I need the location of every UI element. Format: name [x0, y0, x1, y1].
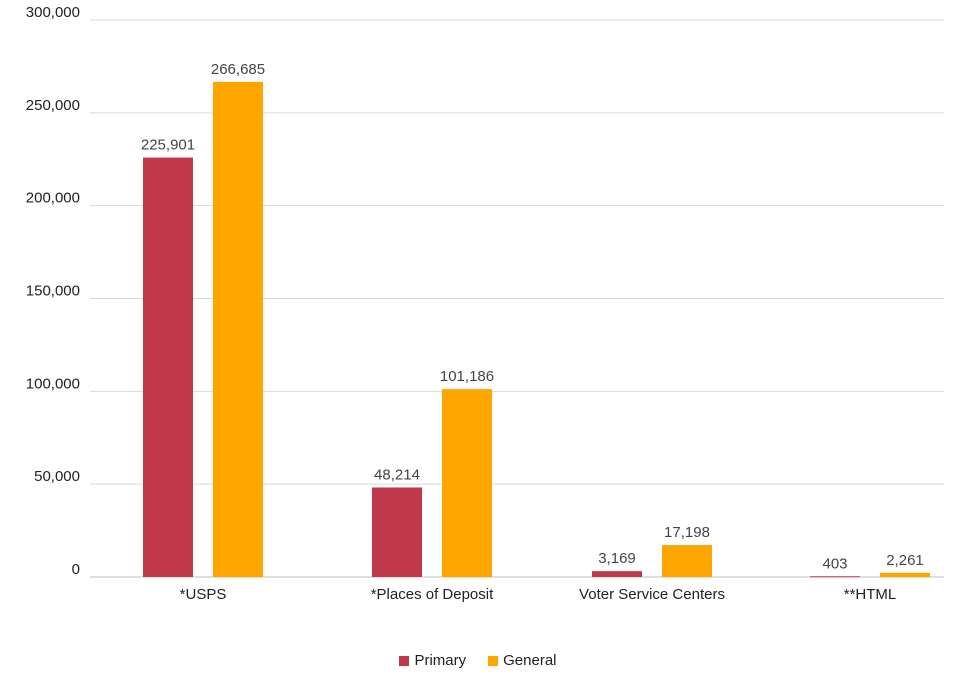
data-label-general: 266,685 [211, 61, 265, 78]
bar-general [442, 389, 492, 577]
y-tick-label: 150,000 [26, 283, 80, 300]
category-label: **HTML [844, 586, 897, 603]
data-label-primary: 48,214 [374, 466, 420, 483]
y-tick-label: 0 [72, 561, 80, 578]
data-label-primary: 3,169 [598, 550, 636, 567]
y-axis-ticks: 0 50,000 100,000 150,000 200,000 250,000 300,0… [26, 4, 80, 578]
bar-primary [372, 487, 422, 577]
data-labels: 225,901 266,685 48,214 101,186 3,169 17,198 40… [141, 61, 924, 572]
data-label-primary: 225,901 [141, 137, 195, 154]
data-label-primary: 403 [822, 555, 847, 572]
bar-general [662, 545, 712, 577]
bar-general [213, 81, 263, 577]
bars [143, 81, 930, 578]
bar-primary [143, 157, 193, 577]
y-tick-label: 50,000 [34, 468, 80, 485]
data-label-general: 101,186 [440, 368, 494, 385]
legend-swatch-general [488, 655, 499, 666]
y-tick-label: 300,000 [26, 4, 80, 21]
legend-item-primary: Primary [399, 652, 466, 669]
legend: Primary General [0, 652, 956, 669]
y-tick-label: 200,000 [26, 190, 80, 207]
category-label: *USPS [180, 586, 227, 603]
legend-item-general: General [488, 652, 557, 669]
data-label-general: 17,198 [664, 524, 710, 541]
data-label-general: 2,261 [886, 552, 924, 569]
category-label: *Places of Deposit [371, 586, 494, 603]
bar-chart: 0 50,000 100,000 150,000 200,000 250,000 300,0… [26, 4, 944, 603]
legend-label-primary: Primary [414, 652, 467, 669]
bar-general [880, 572, 930, 577]
legend-swatch-primary [399, 655, 410, 666]
bar-primary [810, 576, 860, 578]
x-axis-categories: *USPS *Places of Deposit Voter Service Cen… [180, 586, 897, 603]
bar-primary [592, 571, 642, 577]
y-tick-label: 250,000 [26, 97, 80, 114]
legend-label-general: General [503, 652, 557, 669]
category-label: Voter Service Centers [579, 586, 725, 603]
y-tick-label: 100,000 [26, 375, 80, 392]
